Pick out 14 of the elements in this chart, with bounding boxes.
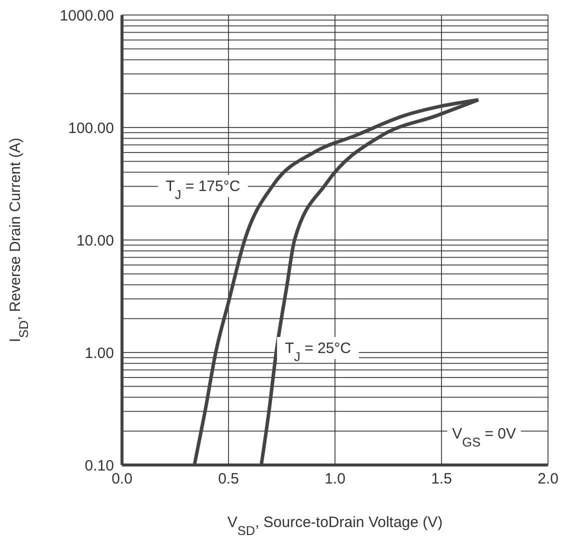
- x-tick-label: 1.0: [324, 470, 346, 488]
- y-tick-label: 1000.00: [60, 7, 114, 24]
- x-tick-label: 2.0: [538, 470, 558, 488]
- x-axis-title: V$_{SD}$, Source-toDrain Voltage (V): [227, 514, 443, 538]
- y-tick-label: 10.00: [76, 232, 114, 250]
- annotation: T$_{J}$ = 175°C: [166, 178, 240, 202]
- x-tick-label: 0.0: [112, 470, 132, 488]
- y-tick-label: 1.00: [84, 344, 114, 362]
- annotation: T$_{J}$ = 25°C: [284, 340, 352, 364]
- y-tick-label: 0.10: [84, 457, 114, 474]
- y-tick-label: 100.00: [68, 120, 114, 137]
- x-tick-label: 1.5: [431, 470, 452, 488]
- x-tick-label: 0.5: [218, 470, 239, 488]
- annotation: V$_{GS}$ = 0V: [452, 426, 516, 449]
